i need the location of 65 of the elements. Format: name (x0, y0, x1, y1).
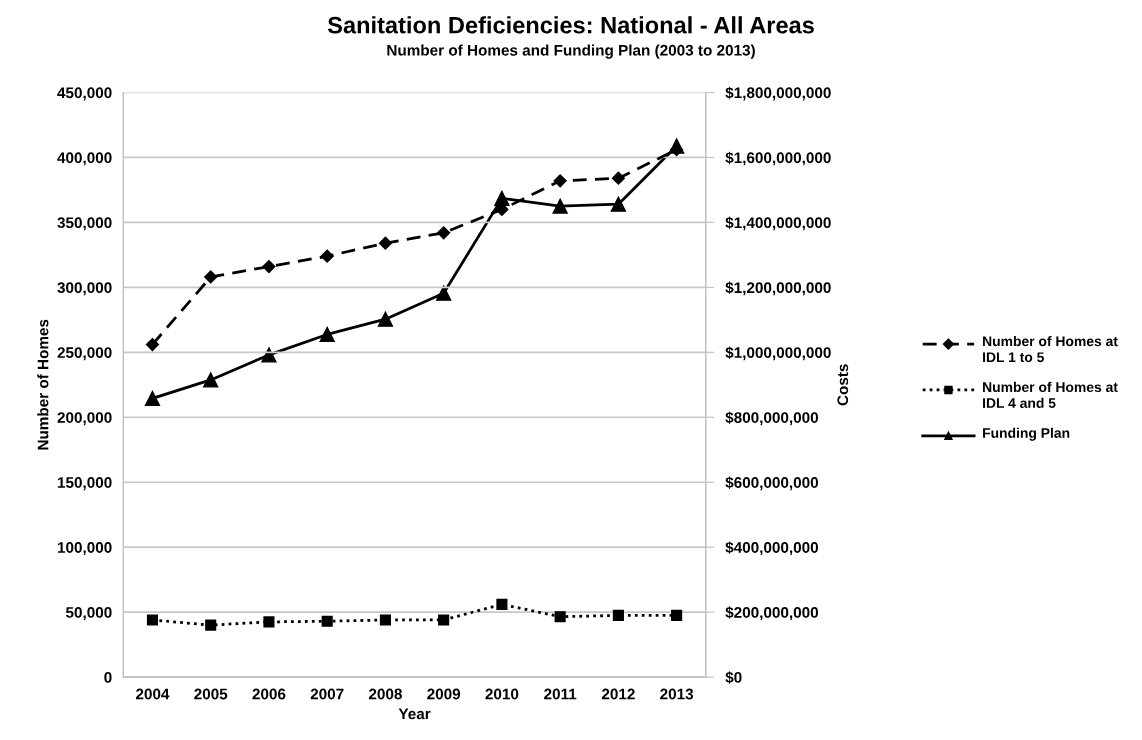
point (494, 190, 510, 207)
x-tick-label: 2010 (485, 688, 519, 700)
y-tick-label: 50,000 (65, 607, 112, 621)
y2-tick-label: $1,000,000,000 (725, 346, 831, 361)
point (671, 609, 683, 621)
y-tick-label: 200,000 (57, 412, 112, 426)
point (437, 226, 451, 240)
point (319, 326, 335, 343)
y2-tick-label: $200,000,000 (725, 606, 819, 621)
legend-label: Funding Plan (983, 427, 1070, 441)
y-tick-label: 350,000 (57, 217, 112, 231)
x-tick-label: 2006 (252, 688, 286, 700)
y2-tick-label: $0 (725, 671, 742, 684)
point (203, 372, 219, 388)
point (377, 311, 394, 327)
y2-tick-label: $1,600,000,000 (725, 151, 831, 166)
y-axis-title: Number of Homes (37, 319, 49, 450)
point (611, 171, 625, 185)
x-tick-label: 2008 (368, 688, 402, 700)
point (496, 598, 508, 610)
y-tick-label: 400,000 (57, 152, 112, 166)
y-tick-label: 300,000 (57, 282, 112, 296)
point (262, 259, 276, 274)
point (321, 615, 333, 627)
y-tick-label: 150,000 (57, 477, 112, 491)
y2-tick-label: $800,000,000 (725, 411, 819, 426)
x-tick-label: 2009 (427, 688, 461, 700)
point (261, 347, 277, 363)
y2-tick-label: $400,000,000 (725, 541, 819, 556)
legend-label: Number of Homes at IDL 1 to 5 (983, 335, 1118, 363)
x-axis-title: Year (398, 708, 431, 720)
chart-subtitle: Number of Homes and Funding Plan (2003 to 2013) (387, 44, 755, 59)
chart-title: Sanitation Deficiencies: National - All Areas (327, 16, 814, 34)
y-tick-label: 0 (104, 671, 112, 683)
point (320, 249, 334, 263)
x-tick-label: 2012 (601, 688, 635, 700)
y2-tick-label: $1,200,000,000 (725, 281, 831, 296)
y-tick-label: 250,000 (57, 347, 112, 361)
point (204, 270, 218, 284)
point (438, 614, 450, 626)
point (263, 616, 275, 628)
point (553, 174, 567, 188)
point (145, 337, 160, 352)
point (379, 614, 391, 626)
point (552, 198, 568, 214)
y2-tick-label: $600,000,000 (725, 476, 819, 491)
point (146, 614, 159, 626)
x-tick-label: 2007 (310, 688, 344, 700)
x-tick-label: 2013 (660, 688, 694, 700)
y2-tick-label: $1,800,000,000 (725, 86, 831, 101)
point (612, 609, 624, 621)
point (378, 236, 393, 250)
y2-axis-title: Costs (837, 364, 849, 406)
x-tick-label: 2004 (136, 688, 170, 700)
point (436, 285, 452, 301)
y-tick-label: 450,000 (57, 87, 112, 101)
x-tick-label: 2011 (544, 688, 577, 700)
y2-tick-label: $1,400,000,000 (725, 216, 831, 231)
y-tick-label: 100,000 (57, 542, 112, 556)
point (205, 619, 217, 631)
point (554, 611, 566, 623)
point (610, 196, 627, 212)
point (144, 390, 161, 407)
x-tick-label: 2005 (194, 688, 228, 700)
legend-label: Number of Homes at IDL 4 and 5 (983, 381, 1118, 409)
